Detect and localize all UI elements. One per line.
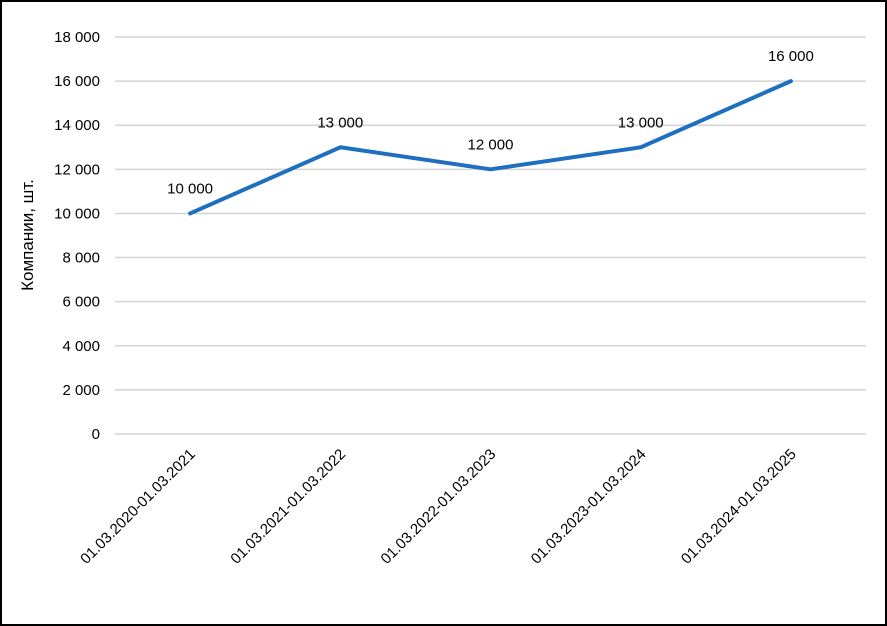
x-tick-label: 01.03.2020-01.03.2021 [77, 446, 199, 568]
x-axis-ticks: 01.03.2020-01.03.2021 01.03.2021-01.03.20… [77, 446, 800, 568]
x-tick-label: 01.03.2024-01.03.2025 [678, 446, 800, 568]
y-tick-label: 6 000 [62, 294, 100, 311]
data-label: 13 000 [317, 114, 363, 131]
data-labels: 10 000 13 000 12 000 13 000 16 000 [167, 48, 814, 214]
y-axis-label: Компании, шт. [18, 179, 37, 291]
data-label: 10 000 [167, 180, 213, 197]
y-tick-label: 2 000 [62, 382, 100, 399]
x-tick-label: 01.03.2021-01.03.2022 [227, 446, 349, 568]
y-axis-ticks: 0 2 000 4 000 6 000 8 000 10 000 12 000 14 000 1… [54, 29, 100, 443]
data-label: 13 000 [618, 114, 664, 131]
gridlines [115, 36, 866, 435]
data-label: 12 000 [468, 136, 514, 153]
y-tick-label: 18 000 [54, 29, 100, 46]
data-label: 16 000 [768, 48, 814, 65]
y-tick-label: 10 000 [54, 205, 100, 222]
y-tick-label: 14 000 [54, 117, 100, 134]
y-tick-label: 0 [92, 426, 100, 443]
y-tick-label: 8 000 [62, 250, 100, 267]
y-tick-label: 12 000 [54, 161, 100, 178]
y-tick-label: 4 000 [62, 338, 100, 355]
y-tick-label: 16 000 [54, 73, 100, 90]
x-tick-label: 01.03.2022-01.03.2023 [378, 446, 500, 568]
x-tick-label: 01.03.2023-01.03.2024 [528, 446, 650, 568]
